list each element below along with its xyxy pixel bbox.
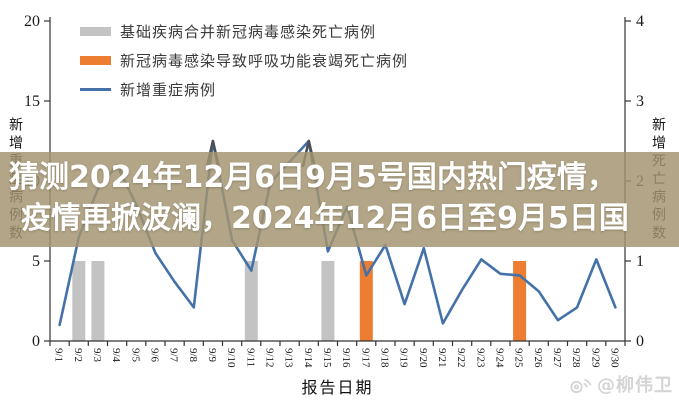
headline-banner: 猜测2024年12月6日9月5号国内热门疫情， 疫情再掀波澜，2024年12月6… — [0, 152, 679, 247]
x-tick-label: 9/1 — [53, 348, 65, 362]
headline-line-2: 疫情再掀波澜，2024年12月6日至9月5日国 — [21, 201, 629, 236]
x-tick-label: 9/15 — [321, 348, 333, 368]
watermark: @柳伟卫 — [569, 371, 673, 397]
x-tick-label: 9/11 — [244, 348, 256, 367]
x-tick-label: 9/26 — [532, 348, 544, 368]
right-tick-label: 3 — [636, 93, 644, 110]
x-tick-label: 9/21 — [436, 348, 448, 368]
legend-line-swatch — [80, 87, 111, 91]
x-tick-label: 9/6 — [148, 348, 160, 363]
left-tick-label: 15 — [24, 93, 40, 110]
x-tick-label: 9/7 — [168, 348, 180, 363]
bar — [359, 261, 373, 341]
x-tick-label: 9/19 — [398, 348, 410, 368]
x-tick-label: 9/24 — [493, 348, 505, 368]
right-tick-label: 0 — [636, 333, 644, 350]
right-tick-label: 1 — [636, 253, 644, 270]
x-tick-label: 9/16 — [340, 348, 352, 368]
legend-bar-swatch — [80, 55, 111, 65]
legend-bar-swatch — [80, 26, 111, 36]
left-tick-label: 20 — [24, 13, 40, 30]
bar — [91, 261, 105, 341]
left-tick-label: 5 — [32, 253, 40, 270]
left-tick-label: 0 — [32, 333, 40, 350]
legend-label: 基础疾病合并新冠病毒感染死亡病例 — [120, 24, 377, 41]
watermark-text: @柳伟卫 — [597, 375, 673, 396]
x-tick-label: 9/25 — [513, 348, 525, 368]
x-tick-label: 9/8 — [187, 348, 199, 363]
right-tick-label: 4 — [636, 13, 644, 30]
x-tick-label: 9/30 — [608, 348, 620, 368]
x-tick-label: 9/27 — [551, 348, 563, 368]
x-tick-label: 9/3 — [91, 348, 103, 363]
x-tick-label: 9/5 — [129, 348, 141, 363]
legend-label: 新冠病毒感染导致呼吸功能衰竭死亡病例 — [120, 53, 409, 70]
x-tick-label: 9/23 — [474, 348, 486, 368]
legend-label: 新增重症病例 — [120, 82, 217, 99]
bar — [513, 261, 527, 341]
x-tick-label: 9/9 — [206, 348, 218, 363]
x-tick-label: 9/29 — [589, 348, 601, 368]
x-tick-label: 9/13 — [283, 348, 295, 368]
x-tick-label: 9/17 — [359, 348, 371, 368]
x-axis-title: 报告日期 — [301, 380, 374, 397]
bar — [244, 261, 258, 341]
x-tick-label: 9/28 — [570, 348, 582, 368]
legend-item: 基础疾病合并新冠病毒感染死亡病例 — [80, 21, 408, 41]
bar — [72, 261, 86, 341]
weibo-eye-icon — [570, 378, 592, 393]
headline-line-1: 猜测2024年12月6日9月5号国内热门疫情， — [9, 160, 617, 195]
legend-item: 新冠病毒感染导致呼吸功能衰竭死亡病例 — [80, 50, 408, 70]
x-tick-label: 9/22 — [455, 348, 467, 368]
x-tick-label: 9/2 — [72, 348, 84, 362]
x-tick-label: 9/18 — [378, 348, 390, 368]
x-tick-label: 9/4 — [110, 348, 122, 363]
x-tick-label: 9/20 — [417, 348, 429, 368]
bar — [321, 261, 335, 341]
chart-legend: 基础疾病合并新冠病毒感染死亡病例新冠病毒感染导致呼吸功能衰竭死亡病例 新增重症病例 — [80, 21, 408, 108]
legend-item: 新增重症病例 — [80, 79, 408, 99]
x-tick-label: 9/10 — [225, 348, 237, 368]
x-tick-label: 9/14 — [302, 348, 314, 368]
x-tick-label: 9/12 — [263, 348, 275, 368]
